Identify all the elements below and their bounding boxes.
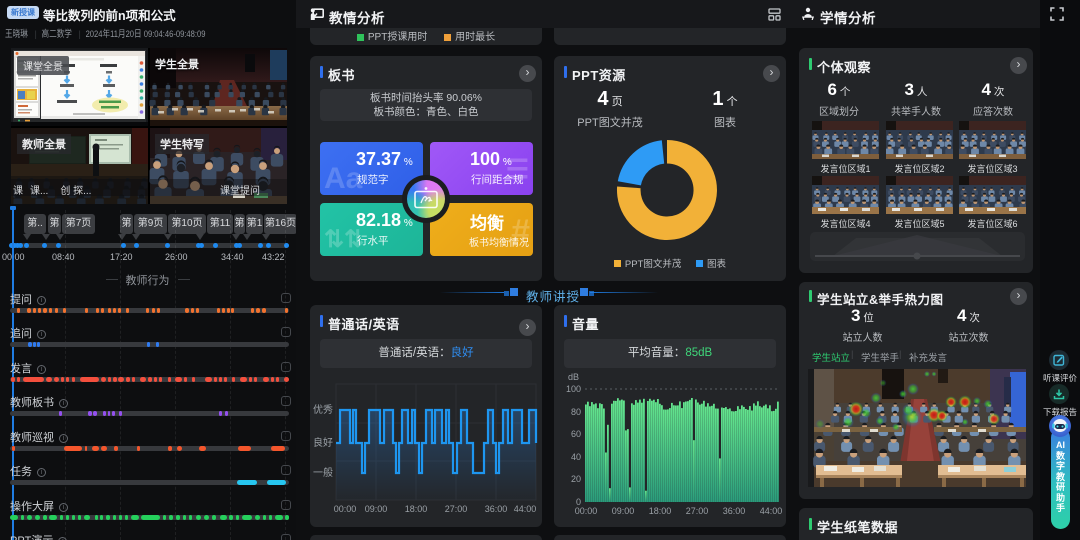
svg-text:09:00: 09:00 [365,504,388,514]
svg-text:dB: dB [568,372,579,382]
svg-text:36:00: 36:00 [485,504,508,514]
svg-text:60: 60 [571,429,581,439]
svg-text:44:00: 44:00 [760,506,783,516]
svg-text:36:00: 36:00 [723,506,746,516]
svg-text:40: 40 [571,452,581,462]
svg-text:27:00: 27:00 [445,504,468,514]
svg-text:00:00: 00:00 [334,504,357,514]
svg-text:0: 0 [576,497,581,507]
svg-text:18:00: 18:00 [649,506,672,516]
svg-text:100: 100 [566,384,581,394]
svg-text:00:00: 00:00 [575,506,598,516]
svg-text:优秀: 优秀 [313,403,333,416]
svg-text:27:00: 27:00 [686,506,709,516]
svg-text:良好: 良好 [313,436,333,449]
svg-text:80: 80 [571,407,581,417]
svg-text:18:00: 18:00 [405,504,428,514]
svg-text:44:00: 44:00 [514,504,537,514]
svg-text:20: 20 [571,474,581,484]
svg-text:一般: 一般 [313,466,333,479]
svg-text:09:00: 09:00 [612,506,635,516]
